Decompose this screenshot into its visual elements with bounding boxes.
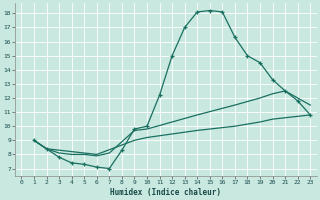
X-axis label: Humidex (Indice chaleur): Humidex (Indice chaleur) [110, 188, 221, 197]
